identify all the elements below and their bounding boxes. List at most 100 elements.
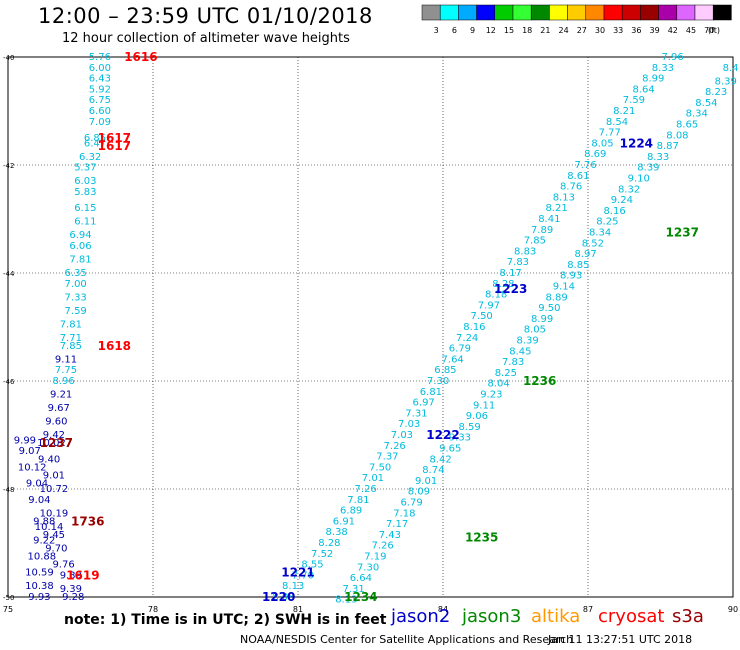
wave-height-value: 7.50 xyxy=(471,311,493,322)
wave-height-value: 10.02 xyxy=(37,438,66,449)
color-bin-swatch xyxy=(494,4,514,21)
color-bin-label: 18 xyxy=(522,26,532,35)
wave-height-value: 8.65 xyxy=(676,120,698,131)
color-bin-label: 3 xyxy=(434,26,439,35)
wave-height-value: 8.99 xyxy=(531,314,553,325)
wave-height-value: 5.37 xyxy=(74,163,96,174)
color-bin-swatch xyxy=(676,4,696,21)
color-bin-swatch xyxy=(458,4,477,21)
color-bin-label: 15 xyxy=(504,26,514,35)
wave-height-value: 9.06 xyxy=(466,411,488,422)
color-bin-label: 39 xyxy=(650,26,660,35)
wave-height-value: 7.31 xyxy=(405,408,427,419)
wave-height-value: 9.70 xyxy=(45,543,67,554)
wave-height-value: 7.24 xyxy=(456,333,478,344)
color-bin-swatch xyxy=(439,4,459,21)
wave-height-value: 8.34 xyxy=(686,109,708,120)
wave-height-value: 8.23 xyxy=(705,87,727,98)
wave-height-value: 9.65 xyxy=(439,444,461,455)
wave-height-value: 7.30 xyxy=(427,376,449,387)
color-bin-label: 30 xyxy=(595,26,605,35)
wave-height-value: 8.38 xyxy=(326,527,348,538)
wave-height-value: 9.67 xyxy=(48,403,70,414)
wave-height-value: 7.70 xyxy=(292,570,314,581)
legend-cryosat: cryosat xyxy=(598,606,665,627)
wave-height-value: 8.39 xyxy=(715,76,737,87)
track-number-label: 1617 xyxy=(98,131,131,145)
wave-height-value: 5.76 xyxy=(89,52,111,63)
wave-height-value: 8.4 xyxy=(723,63,739,74)
wave-height-value: 6.75 xyxy=(89,95,111,106)
x-tick-label: 78 xyxy=(148,605,158,614)
color-bin-label: 12 xyxy=(486,26,496,35)
wave-height-value: 8.08 xyxy=(666,130,688,141)
y-tick-label: -40 xyxy=(3,54,14,62)
wave-height-value: 9.50 xyxy=(538,303,560,314)
track-number-label: 1237 xyxy=(40,436,73,450)
wave-height-value: 7.85 xyxy=(60,341,82,352)
wave-height-value: 8.59 xyxy=(458,422,480,433)
wave-height-value: 7.59 xyxy=(65,306,87,317)
y-tick-label: -46 xyxy=(3,378,15,386)
wave-height-value: 9.88 xyxy=(33,516,55,527)
wave-height-value: 9.28 xyxy=(62,592,84,603)
color-bin-swatch xyxy=(640,4,659,21)
wave-height-value: 9.99 xyxy=(14,435,36,446)
chart-title: 12:00 – 23:59 UTC 01/10/2018 xyxy=(38,4,373,28)
legend-jason3: jason3 xyxy=(462,606,522,627)
track-number-label: 1220 xyxy=(262,590,295,604)
wave-height-value: 8.28 xyxy=(492,279,514,290)
wave-height-value: 6.97 xyxy=(413,398,435,409)
wave-height-value: 10.88 xyxy=(28,552,57,563)
color-bin-swatch xyxy=(549,4,568,21)
wave-height-value: 8.93 xyxy=(560,271,582,282)
wave-height-value: 7.81 xyxy=(60,319,82,330)
wave-height-value: 8.17 xyxy=(500,268,522,279)
wave-height-value: 8.42 xyxy=(429,454,451,465)
wave-height-value: 8.28 xyxy=(318,538,340,549)
track-number-label: 1234 xyxy=(344,590,377,604)
wave-height-value: 6.91 xyxy=(333,516,355,527)
wave-height-value: 7.31 xyxy=(342,584,364,595)
wave-height-value: 9.21 xyxy=(50,390,72,401)
wave-height-value: 8.05 xyxy=(591,138,613,149)
wave-height-value: 6.85 xyxy=(434,365,456,376)
wave-height-value: 8.83 xyxy=(514,246,536,257)
wave-height-value: 6.03 xyxy=(74,176,96,187)
wave-height-value: 9.45 xyxy=(43,530,65,541)
wave-height-value: 10.14 xyxy=(35,522,64,533)
wave-height-value: 7.26 xyxy=(371,541,393,552)
wave-height-value: 8.13 xyxy=(335,595,357,606)
color-bin-label: 45 xyxy=(686,26,696,35)
wave-height-value: 7.76 xyxy=(574,160,596,171)
wave-height-value: 7.37 xyxy=(376,452,398,463)
wave-height-value: 9.33 xyxy=(449,433,471,444)
wave-height-value: 8.13 xyxy=(553,192,575,203)
wave-height-value: 9.01 xyxy=(415,476,437,487)
color-bin-label: 42 xyxy=(668,26,678,35)
wave-height-value: 7.09 xyxy=(89,117,111,128)
color-bin-swatch xyxy=(621,4,641,21)
wave-height-value: 10.12 xyxy=(18,462,47,473)
wave-height-value: 7.75 xyxy=(55,365,77,376)
wave-height-value: 7.19 xyxy=(364,552,386,563)
wave-height-value: 8.13 xyxy=(282,581,304,592)
color-scale-legend: 3 6 9 12 15 18 21 24 27 30 33 36 39 42 45 70(ft) xyxy=(421,4,732,35)
wave-height-value: 9.23 xyxy=(480,390,502,401)
wave-height-value: 9.22 xyxy=(33,535,55,546)
chart-subtitle: 12 hour collection of altimeter wave hei… xyxy=(62,31,350,46)
legend-altika: altika xyxy=(531,606,581,627)
color-bin-swatch xyxy=(712,4,732,21)
wave-height-value: 7.64 xyxy=(442,354,464,365)
color-bin-swatch xyxy=(476,4,496,21)
color-bin-label: 70 xyxy=(704,26,714,35)
color-bin-label: 24 xyxy=(559,26,569,35)
wave-height-value: 7.83 xyxy=(507,257,529,268)
track-number-label: 1222 xyxy=(426,428,459,442)
x-tick-label: 75 xyxy=(3,605,13,614)
wave-height-value: 8.45 xyxy=(509,346,531,357)
track-number-label: 1223 xyxy=(494,282,527,296)
wave-height-value: 8.34 xyxy=(589,228,611,239)
